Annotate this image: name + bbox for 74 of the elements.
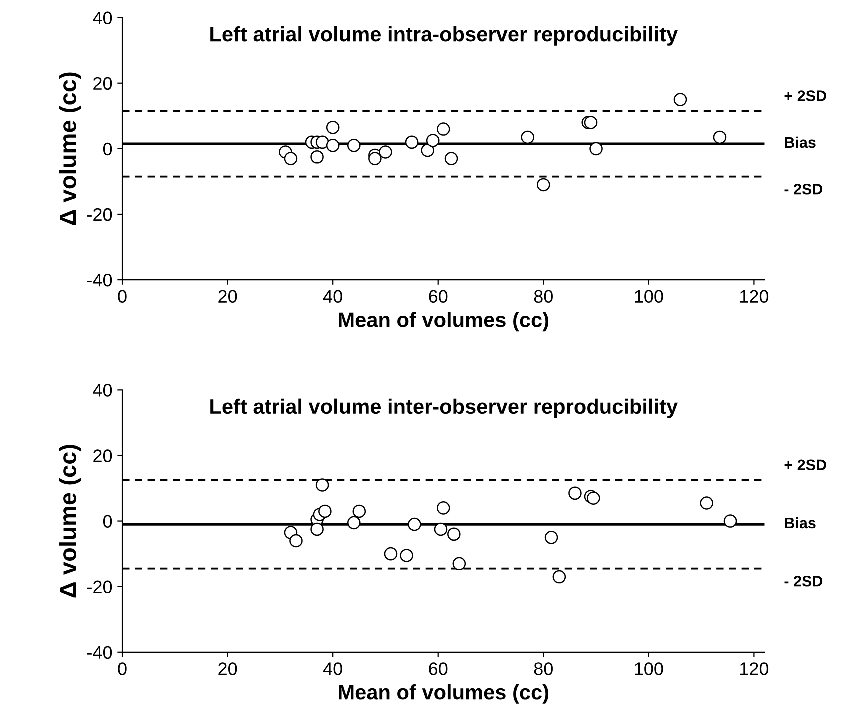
point (326, 139, 340, 152)
y-axis-title: Δ volume (cc) (59, 445, 82, 598)
point (444, 152, 458, 166)
x-tick-label: 60 (429, 290, 448, 304)
point (318, 504, 332, 518)
point (290, 534, 303, 548)
ref-line-label: + 2SD (784, 90, 826, 102)
x-tick-label: 120 (740, 290, 769, 304)
point (724, 514, 738, 528)
point (436, 122, 450, 136)
x-tick-label: 20 (218, 662, 238, 676)
point (326, 120, 340, 134)
x-tick-label: 0 (118, 290, 127, 304)
ref-line-label: + 2SD (784, 460, 826, 471)
x-tick-label: 20 (218, 290, 238, 304)
x-tick-label: 80 (534, 290, 553, 304)
point (544, 531, 558, 544)
point (521, 130, 534, 144)
point (316, 136, 330, 150)
point (310, 522, 324, 536)
y-tick-label: -40 (88, 646, 112, 660)
y-tick-label: 20 (94, 77, 112, 90)
y-tick-label: 0 (103, 515, 112, 528)
y-tick-label: -20 (88, 208, 112, 222)
y-tick-label: 20 (94, 450, 112, 462)
point (316, 478, 330, 492)
x-tick-label: 40 (323, 290, 342, 304)
point (426, 134, 440, 148)
point (434, 522, 448, 536)
point (421, 144, 434, 158)
point (348, 139, 361, 152)
point (537, 178, 550, 192)
x-tick-label: 80 (534, 662, 553, 676)
x-axis-title: Mean of volumes (cc) (339, 684, 549, 704)
x-tick-label: 40 (323, 662, 342, 676)
ref-line-label: - 2SD (784, 576, 823, 587)
point (448, 528, 461, 542)
y-axis-title: Δ volume (cc) (59, 72, 82, 226)
point (674, 93, 688, 106)
ref-line-label: - 2SD (784, 184, 823, 195)
point (384, 547, 398, 561)
x-tick-label: 60 (429, 662, 448, 676)
ref-line-label: Bias (785, 136, 816, 148)
y-tick-label: 0 (103, 142, 112, 156)
point (700, 496, 714, 510)
point (310, 150, 324, 164)
point (568, 486, 582, 500)
x-tick-label: 120 (740, 662, 769, 676)
point (352, 504, 366, 518)
x-tick-label: 0 (118, 662, 127, 676)
point (552, 570, 566, 584)
point (379, 146, 392, 159)
y-tick-label: -20 (88, 580, 112, 594)
point (284, 152, 298, 166)
point (587, 492, 600, 505)
x-tick-label: 100 (635, 290, 664, 304)
point (348, 516, 361, 530)
y-tick-label: 40 (93, 12, 112, 25)
point (368, 152, 382, 166)
point (713, 130, 727, 144)
y-tick-label: 40 (93, 384, 112, 397)
point (408, 518, 422, 532)
point (590, 142, 603, 156)
chart-title: Left atrial volume inter-observer reproducibility (210, 398, 678, 418)
point (452, 557, 466, 571)
point (400, 549, 414, 562)
point (405, 136, 419, 150)
chart-title: Left atrial volume intra-observer reproducibility (210, 26, 678, 46)
x-axis-title: Mean of volumes (cc) (339, 312, 549, 332)
x-tick-label: 100 (635, 662, 664, 676)
y-tick-label: -40 (88, 274, 112, 287)
ref-line-label: Bias (785, 517, 816, 529)
point (436, 502, 450, 515)
point (584, 116, 598, 130)
